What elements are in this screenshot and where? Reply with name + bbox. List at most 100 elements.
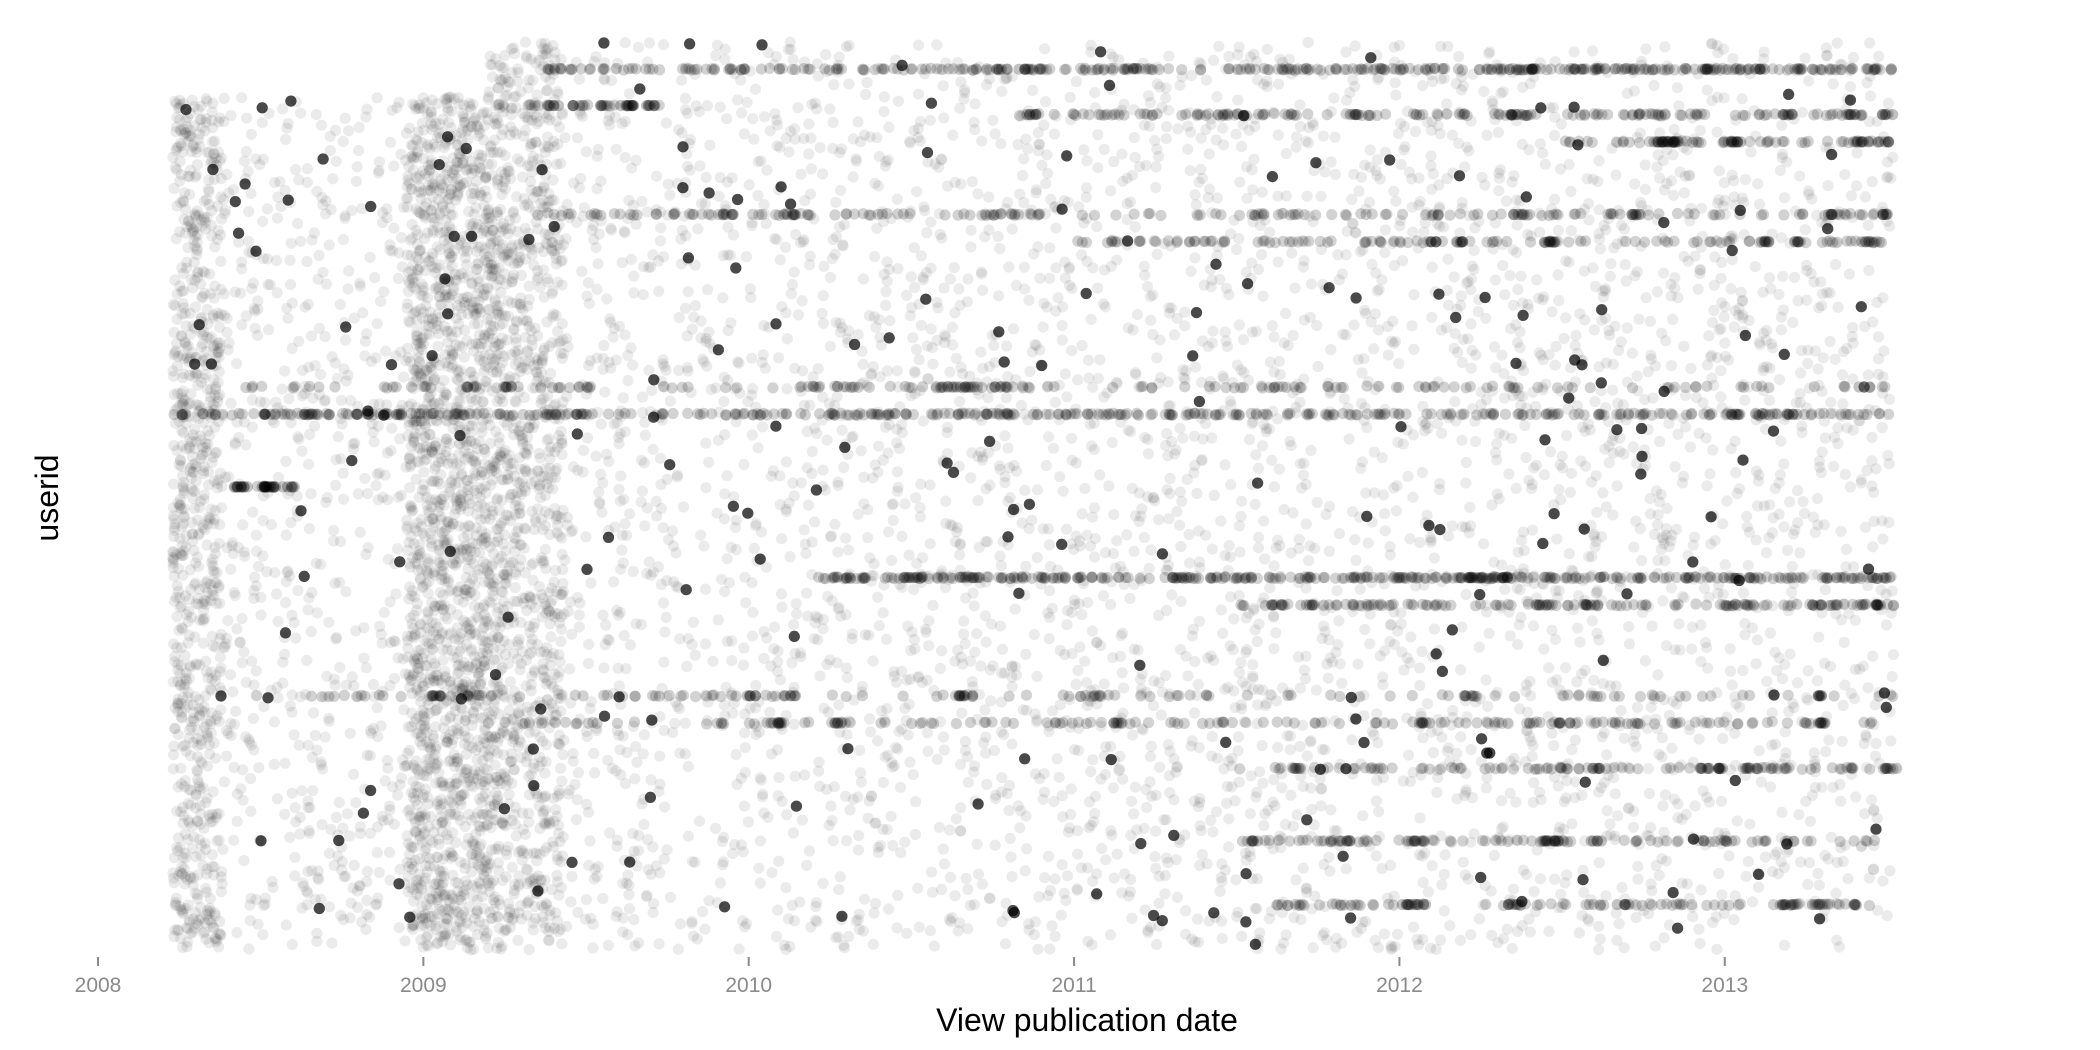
data-point xyxy=(1726,169,1738,181)
data-point xyxy=(1298,457,1310,469)
data-point xyxy=(768,621,781,633)
data-point xyxy=(692,223,704,235)
data-point xyxy=(1629,270,1641,282)
data-point xyxy=(1600,890,1612,902)
data-point xyxy=(1244,850,1256,863)
data-point xyxy=(628,913,640,926)
data-point xyxy=(1125,426,1137,438)
data-point xyxy=(539,791,551,803)
data-point xyxy=(788,266,800,278)
data-point xyxy=(449,546,461,559)
data-point xyxy=(1556,450,1568,462)
data-point xyxy=(980,483,992,495)
data-point xyxy=(1050,222,1062,234)
data-point xyxy=(1163,513,1175,525)
data-point xyxy=(1537,294,1549,306)
data-point xyxy=(1270,542,1282,554)
data-point xyxy=(589,767,601,779)
data-point xyxy=(1866,431,1878,443)
data-point xyxy=(297,877,309,889)
data-point xyxy=(236,92,248,104)
data-point xyxy=(1571,676,1583,688)
data-point xyxy=(1100,741,1112,753)
data-point xyxy=(1840,543,1852,556)
data-point xyxy=(1434,477,1446,490)
data-point xyxy=(1605,258,1617,270)
data-point xyxy=(1776,806,1788,819)
data-point xyxy=(1315,783,1327,795)
data-point xyxy=(1563,256,1575,268)
data-point xyxy=(1626,347,1638,359)
data-point xyxy=(803,845,816,857)
data-point xyxy=(662,178,674,190)
data-point xyxy=(1678,340,1690,352)
data-point xyxy=(901,927,913,939)
data-point xyxy=(1818,415,1831,427)
data-point xyxy=(1778,414,1791,426)
data-point xyxy=(740,597,752,609)
data-point xyxy=(574,597,586,609)
data-point xyxy=(1397,438,1409,450)
data-point xyxy=(639,520,651,532)
data-point xyxy=(177,298,189,310)
data-point xyxy=(1195,825,1207,837)
data-point xyxy=(299,301,311,313)
data-point xyxy=(872,841,884,853)
data-point xyxy=(917,274,929,286)
data-point xyxy=(571,132,584,144)
data-point xyxy=(343,265,355,277)
data-point xyxy=(1737,587,1750,599)
data-point xyxy=(764,125,776,137)
data-point xyxy=(1160,133,1172,145)
data-point xyxy=(353,121,365,133)
data-point xyxy=(587,918,599,930)
data-point xyxy=(697,906,709,918)
data-point xyxy=(1528,462,1540,474)
data-point xyxy=(369,271,381,284)
data-point xyxy=(784,551,796,563)
data-point xyxy=(954,549,966,561)
data-point xyxy=(896,427,908,439)
data-point xyxy=(1628,85,1641,97)
data-point xyxy=(1438,72,1450,84)
data-point xyxy=(1591,506,1603,518)
data-point xyxy=(1128,545,1140,558)
data-point xyxy=(1057,485,1069,497)
data-point xyxy=(246,421,258,433)
data-point xyxy=(335,453,347,465)
data-point xyxy=(1127,324,1139,336)
data-point xyxy=(673,364,685,376)
data-point xyxy=(1045,193,1057,205)
data-point xyxy=(1505,323,1517,335)
data-point xyxy=(203,199,215,211)
data-point xyxy=(1070,457,1082,469)
data-point xyxy=(270,396,282,408)
data-point xyxy=(1194,615,1206,627)
data-point xyxy=(1150,789,1162,801)
data-point xyxy=(268,758,280,771)
data-point xyxy=(1510,319,1522,331)
data-point xyxy=(1667,149,1679,161)
data-point xyxy=(1503,468,1515,480)
data-point xyxy=(248,679,260,691)
data-point xyxy=(1796,106,1808,118)
data-point xyxy=(1615,705,1627,717)
data-point xyxy=(1164,472,1176,485)
data-point xyxy=(1029,768,1041,780)
data-point xyxy=(1040,96,1052,108)
data-point xyxy=(335,394,347,406)
data-point xyxy=(1379,525,1391,537)
data-point xyxy=(245,805,257,818)
data-point xyxy=(353,144,365,157)
data-point xyxy=(853,829,865,842)
data-point xyxy=(1253,683,1265,695)
data-point xyxy=(1145,314,1157,326)
data-point xyxy=(1719,827,1731,839)
data-point xyxy=(292,218,304,230)
data-point xyxy=(1020,648,1032,660)
data-point xyxy=(1570,329,1582,342)
data-point xyxy=(937,843,949,855)
data-point xyxy=(1348,319,1360,331)
data-point xyxy=(914,135,926,147)
data-point xyxy=(1219,550,1231,562)
